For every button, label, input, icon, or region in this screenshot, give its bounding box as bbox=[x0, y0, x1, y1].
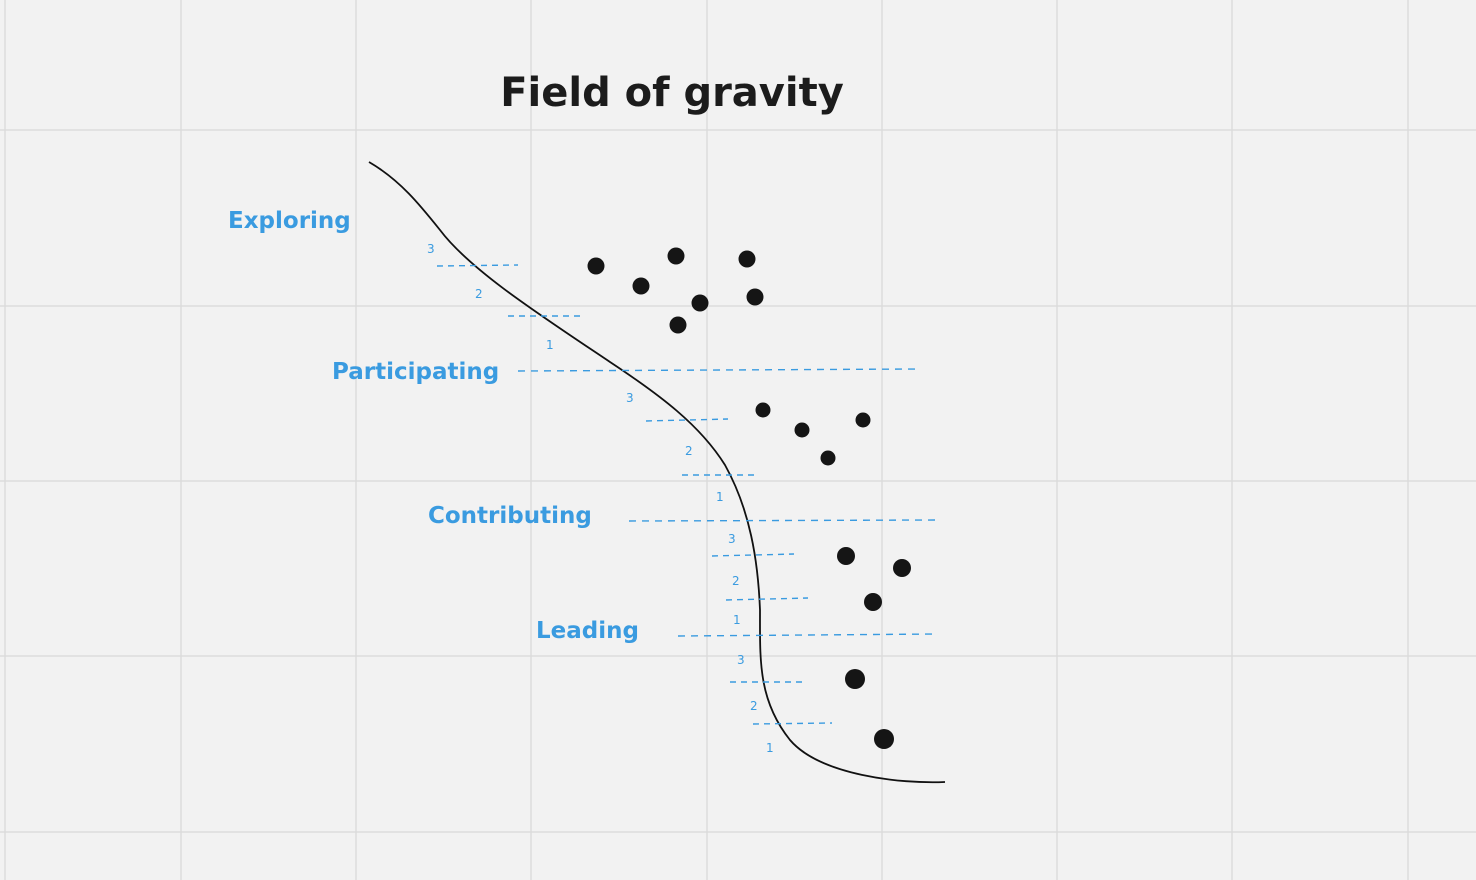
member-dot[interactable] bbox=[755, 402, 771, 418]
level-divider bbox=[725, 597, 809, 601]
member-dot[interactable] bbox=[893, 559, 911, 577]
stage-boundary-leading bbox=[677, 633, 939, 637]
member-dot[interactable] bbox=[794, 422, 810, 438]
member-dot[interactable] bbox=[864, 593, 882, 611]
stage-boundary-participating bbox=[517, 368, 921, 372]
contributing-levels: 3 2 1 bbox=[711, 532, 809, 627]
member-dot[interactable] bbox=[669, 316, 687, 334]
level-number: 2 bbox=[475, 287, 483, 301]
member-dot[interactable] bbox=[874, 729, 894, 749]
level-number: 1 bbox=[546, 338, 554, 352]
level-divider bbox=[752, 722, 833, 725]
member-dot[interactable] bbox=[632, 277, 650, 295]
member-dot[interactable] bbox=[855, 412, 871, 428]
member-dot[interactable] bbox=[587, 257, 605, 275]
leading-levels: 3 2 1 bbox=[730, 653, 833, 755]
dots-leading bbox=[845, 669, 894, 749]
level-number: 1 bbox=[733, 613, 741, 627]
level-number: 1 bbox=[716, 490, 724, 504]
level-number: 3 bbox=[626, 391, 634, 405]
member-dot[interactable] bbox=[820, 450, 836, 466]
gravity-curve bbox=[368, 161, 946, 784]
stage-label-leading: Leading bbox=[536, 618, 639, 644]
level-number: 2 bbox=[685, 444, 693, 458]
level-number: 2 bbox=[732, 574, 740, 588]
stage-label-contributing: Contributing bbox=[428, 503, 592, 529]
member-dot[interactable] bbox=[691, 294, 709, 312]
exploring-levels: 3 2 1 bbox=[427, 242, 580, 352]
level-number: 3 bbox=[427, 242, 435, 256]
member-dot[interactable] bbox=[837, 547, 855, 565]
level-divider bbox=[436, 264, 519, 267]
dots-contributing bbox=[837, 547, 911, 611]
stage-label-exploring: Exploring bbox=[228, 208, 351, 234]
stage-label-participating: Participating bbox=[332, 359, 499, 385]
member-dot[interactable] bbox=[738, 250, 756, 268]
participating-levels: 3 2 1 bbox=[626, 391, 755, 504]
dots-participating bbox=[755, 402, 871, 466]
level-number: 3 bbox=[737, 653, 745, 667]
member-dot[interactable] bbox=[746, 288, 764, 306]
stage-boundary-contributing bbox=[628, 519, 937, 522]
level-number: 1 bbox=[766, 741, 774, 755]
member-dot[interactable] bbox=[845, 669, 865, 689]
level-divider bbox=[645, 418, 729, 422]
level-divider bbox=[711, 553, 795, 557]
page-title: Field of gravity bbox=[500, 70, 844, 116]
level-number: 2 bbox=[750, 699, 758, 713]
dots-exploring bbox=[587, 247, 764, 334]
level-number: 3 bbox=[728, 532, 736, 546]
member-dot[interactable] bbox=[667, 247, 685, 265]
